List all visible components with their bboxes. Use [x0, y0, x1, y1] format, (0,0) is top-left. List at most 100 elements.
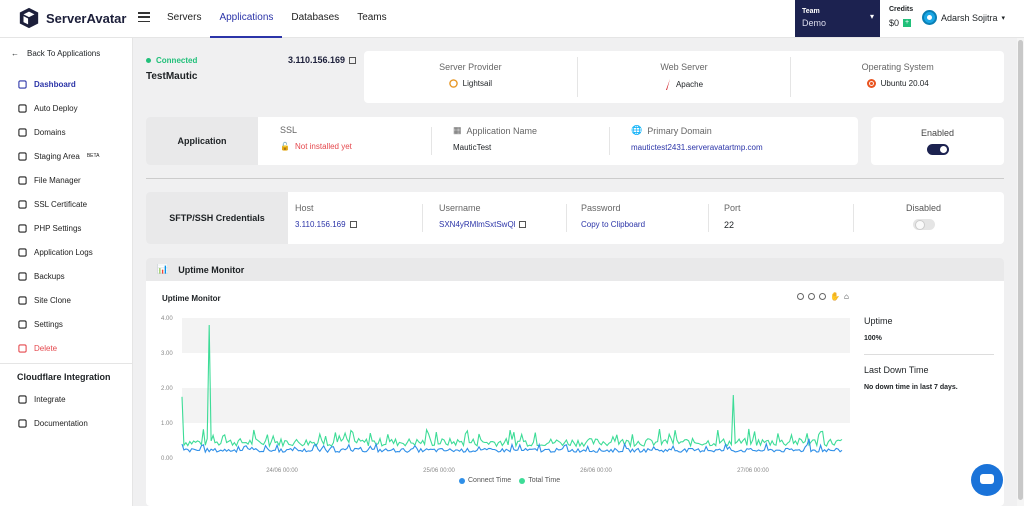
- legend-label: Connect Time: [468, 477, 512, 484]
- user-menu[interactable]: Adarsh Sojitra ▾: [922, 10, 1005, 25]
- nav-applications[interactable]: Applications: [210, 0, 283, 38]
- copy-icon[interactable]: [519, 221, 527, 228]
- sidebar-item-label: Auto Deploy: [34, 103, 78, 113]
- uptime-header: 📊 Uptime Monitor: [146, 258, 1004, 281]
- zoom-in-icon[interactable]: [797, 293, 804, 300]
- sidebar-item-label: Settings: [34, 319, 63, 329]
- page-scrollbar[interactable]: [1017, 38, 1024, 506]
- nav-servers[interactable]: Servers: [167, 12, 202, 23]
- cloud-icon: [18, 394, 27, 404]
- zoom-out-icon[interactable]: [808, 293, 815, 300]
- sidebar-item-ssl-certificate[interactable]: SSL Certificate: [0, 192, 133, 216]
- logo[interactable]: ServerAvatar: [18, 7, 126, 29]
- sidebar-item-label: Dashboard: [34, 79, 76, 89]
- sidebar-item-integrate[interactable]: Integrate: [0, 387, 133, 411]
- arrow-left-icon: ←: [11, 49, 19, 58]
- globe-icon: 🌐: [631, 125, 643, 135]
- app-name: ServerAvatar: [46, 10, 127, 26]
- sidebar-item-dashboard[interactable]: Dashboard: [0, 72, 133, 96]
- chart-title: Uptime Monitor: [162, 294, 221, 303]
- chat-support-button[interactable]: [971, 464, 1003, 496]
- sidebar-item-site-clone[interactable]: Site Clone: [0, 288, 133, 312]
- credits-label: Credits: [889, 6, 914, 13]
- status-dot: [146, 58, 151, 63]
- team-label: Team: [802, 8, 820, 15]
- nav-databases[interactable]: Databases: [291, 12, 340, 23]
- x-tick-label: 27/06 00:00: [737, 468, 769, 474]
- lock-icon: 🔓: [280, 142, 290, 151]
- host-value: 3.110.156.169: [295, 220, 346, 229]
- primary-domain-link[interactable]: mautictest2431.serveravatartmp.com: [631, 143, 763, 152]
- web-server-value: Apache: [675, 80, 704, 89]
- uptime-chart: 0.00 1.00 2.00 3.00 4.00 24/06 00:00 25/06 00:…: [161, 316, 850, 474]
- copy-password-link[interactable]: Copy to Clipboard: [581, 220, 646, 229]
- sidebar-item-backups[interactable]: Backups: [0, 264, 133, 288]
- y-tick-label: 0.00: [161, 456, 173, 462]
- home-icon[interactable]: ⌂: [843, 292, 849, 301]
- add-credits-icon[interactable]: +: [903, 19, 912, 27]
- nav-teams[interactable]: Teams: [357, 12, 387, 23]
- sidebar-menu: Dashboard Auto Deploy Domains Staging Area B…: [0, 72, 133, 360]
- os-value: Ubuntu 20.04: [880, 79, 929, 88]
- os-label: Operating System: [861, 62, 934, 72]
- series-line-connect-time: [181, 438, 843, 454]
- sftp-panel-title: SFTP/SSH Credentials: [146, 192, 288, 244]
- server-ip-value: 3.110.156.169: [288, 55, 346, 65]
- sftp-panel: SFTP/SSH Credentials Host 3.110.156.169 …: [146, 192, 1004, 244]
- certificate-icon: [18, 199, 27, 209]
- copy-icon[interactable]: [349, 221, 357, 228]
- sidebar-item-label: SSL Certificate: [34, 199, 88, 209]
- app-name-value: MauticTest: [453, 143, 492, 152]
- sidebar-item-application-logs[interactable]: Application Logs: [0, 240, 133, 264]
- port-label: Port: [724, 203, 741, 213]
- x-tick-label: 25/06 00:00: [423, 468, 455, 474]
- gear-icon: [18, 223, 27, 233]
- server-icon: [18, 151, 27, 161]
- sidebar-item-auto-deploy[interactable]: Auto Deploy: [0, 96, 133, 120]
- legend-item[interactable]: Total Time: [519, 477, 560, 484]
- book-icon: [18, 418, 27, 428]
- web-server-label: Web Server: [660, 62, 708, 72]
- logs-icon: [18, 247, 27, 257]
- legend-dot: [459, 477, 465, 484]
- chart-legend: Connect Time Total Time: [459, 477, 560, 484]
- application-panel: Application SSL 🔓 Not installed yet ▦ App…: [146, 117, 858, 165]
- scrollbar-thumb[interactable]: [1018, 40, 1023, 500]
- sidebar-item-domains[interactable]: Domains: [0, 120, 133, 144]
- credits-value: $0: [889, 18, 900, 28]
- team-switcher[interactable]: Team Demo ▾: [795, 0, 880, 37]
- sidebar-item-settings[interactable]: Settings: [0, 312, 133, 336]
- uptime-value: 100%: [864, 335, 882, 342]
- enabled-label: Enabled: [920, 128, 955, 138]
- back-to-applications-link[interactable]: ← Back To Applications: [11, 49, 100, 58]
- sidebar-item-label: Integrate: [34, 394, 66, 404]
- pan-hand-icon[interactable]: ✋: [830, 292, 840, 301]
- sidebar-item-documentation[interactable]: Documentation: [0, 411, 133, 435]
- uptime-label: Uptime: [864, 316, 893, 326]
- sidebar-item-file-manager[interactable]: File Manager: [0, 168, 133, 192]
- sidebar-item-php-settings[interactable]: PHP Settings: [0, 216, 133, 240]
- uptime-header-label: Uptime Monitor: [178, 264, 245, 275]
- legend-dot: [519, 477, 526, 484]
- legend-item[interactable]: Connect Time: [459, 477, 511, 484]
- main-nav: Servers Applications Databases Teams: [158, 0, 396, 38]
- ubuntu-icon: [866, 79, 876, 88]
- sidebar-item-delete[interactable]: Delete: [0, 336, 133, 360]
- sidebar-item-label: Backups: [34, 271, 65, 281]
- sidebar-item-staging-area[interactable]: Staging Area BETA: [0, 144, 133, 168]
- sidebar-item-label: PHP Settings: [34, 223, 82, 233]
- sftp-toggle[interactable]: [912, 219, 935, 230]
- search-icon[interactable]: [819, 293, 826, 300]
- server-ip: 3.110.156.169: [288, 55, 357, 65]
- chevron-down-icon: ▾: [869, 12, 874, 21]
- menu-toggle-icon[interactable]: [138, 12, 150, 22]
- gear-icon: [18, 103, 27, 113]
- dashboard-icon: [18, 79, 27, 89]
- user-name: Adarsh Sojitra: [941, 12, 998, 23]
- stats-divider: [864, 354, 994, 355]
- series-line-total-time: [181, 324, 843, 449]
- top-bar: ServerAvatar Servers Applications Databa…: [0, 0, 1024, 38]
- copy-icon[interactable]: [349, 56, 357, 64]
- enabled-toggle[interactable]: [926, 144, 949, 155]
- lightsail-icon: [448, 79, 458, 88]
